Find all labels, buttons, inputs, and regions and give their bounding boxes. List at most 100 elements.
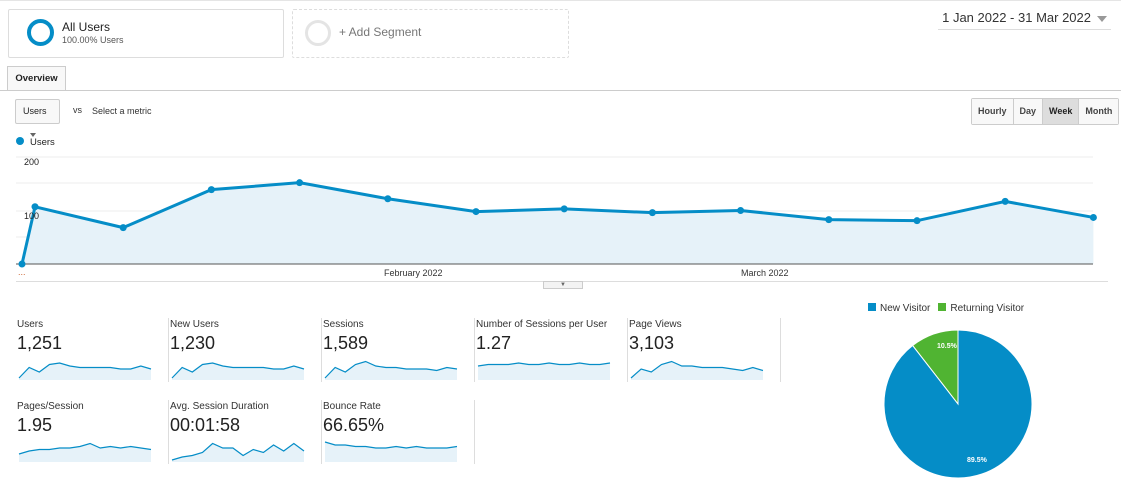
segment-all-users[interactable]: All Users 100.00% Users — [8, 9, 284, 58]
metric-value: 66.65% — [323, 415, 385, 435]
sparkline — [18, 442, 152, 462]
data-point — [1001, 197, 1009, 205]
legend-dot-icon — [16, 137, 24, 145]
sparkline-line — [18, 362, 152, 379]
pie-label-returning: 10.5% — [937, 343, 958, 350]
data-point — [737, 207, 745, 214]
metric-label: Avg. Session Duration — [170, 401, 269, 412]
sparkline-area — [631, 361, 763, 380]
chart-legend: Users — [16, 137, 55, 148]
legend-swatch-icon — [868, 303, 876, 311]
metric-page-views[interactable]: Page Views 3,103 — [628, 318, 781, 382]
y-tick-100: 100 — [24, 211, 40, 221]
metric-label: New Users — [170, 319, 219, 330]
visitor-pie-chart: 10.5% 89.5% — [883, 329, 1033, 479]
sparkline-area — [172, 443, 304, 462]
legend-label: Users — [30, 137, 55, 148]
month-button[interactable]: Month — [1079, 99, 1119, 124]
sparkline-area — [19, 363, 151, 380]
segment-sub: 100.00% Users — [62, 35, 124, 45]
metric-select-value: Users — [23, 106, 47, 116]
tab-overview[interactable]: Overview — [7, 66, 66, 91]
sparkline-line — [630, 360, 764, 379]
metric-value: 1,251 — [17, 333, 63, 353]
metric-label: Pages/Session — [17, 401, 84, 412]
legend-label: Returning Visitor — [950, 303, 1025, 314]
date-range-text: 1 Jan 2022 - 31 Mar 2022 — [942, 10, 1091, 25]
data-point — [18, 260, 26, 268]
metric-value: 00:01:58 — [170, 415, 241, 435]
sparkline-line — [18, 442, 152, 455]
week-button[interactable]: Week — [1043, 99, 1080, 124]
users-chart — [16, 156, 1097, 268]
empty-segment-ring-icon — [305, 20, 331, 46]
data-point — [560, 205, 568, 213]
sparkline-line — [324, 441, 458, 449]
legend-swatch-icon — [938, 303, 947, 311]
data-point — [1089, 213, 1097, 221]
metric-users[interactable]: Users 1,251 — [16, 318, 169, 382]
date-range-picker[interactable]: 1 Jan 2022 - 31 Mar 2022 — [938, 10, 1111, 30]
data-point — [384, 195, 392, 203]
metric-pages-session[interactable]: Pages/Session 1.95 — [16, 400, 169, 464]
sparkline — [477, 362, 611, 380]
vs-label: vs — [73, 105, 82, 115]
collapse-chart-button[interactable]: ▼ — [543, 281, 583, 289]
data-point — [825, 216, 833, 224]
metric-label: Sessions — [323, 319, 364, 330]
sparkline — [18, 362, 152, 380]
data-point — [648, 209, 656, 217]
metric-value: 1,230 — [170, 333, 216, 353]
x-tick-march: March 2022 — [741, 268, 789, 278]
pie-label-new: 89.5% — [967, 457, 988, 464]
x-tick-february: February 2022 — [384, 268, 443, 278]
data-point — [472, 208, 480, 216]
sparkline-line — [477, 362, 611, 367]
legend-label: New Visitor — [880, 303, 931, 314]
sparkline-area — [172, 363, 304, 380]
metric-value: 3,103 — [629, 333, 675, 353]
metric-select[interactable]: Users — [15, 99, 60, 137]
sparkline — [171, 362, 305, 380]
data-point — [207, 186, 215, 194]
granularity-buttons: Hourly Day Week Month — [971, 98, 1120, 125]
metric-value: 1.27 — [476, 333, 512, 353]
metric-number-of-sessions-per-user[interactable]: Number of Sessions per User 1.27 — [475, 318, 628, 382]
metric-label: Number of Sessions per User — [476, 319, 608, 330]
legend-returning-visitor: Returning Visitor — [938, 303, 1024, 314]
segment-name: All Users — [62, 20, 111, 34]
sparkline-line — [171, 442, 305, 461]
sparkline — [171, 442, 305, 462]
metric-new-users[interactable]: New Users 1,230 — [169, 318, 322, 382]
metric-label: Page Views — [629, 319, 682, 330]
metric-value: 1.95 — [17, 415, 53, 435]
select-metric-link[interactable]: Select a metric — [92, 106, 152, 116]
tab-divider — [0, 90, 1121, 91]
day-button[interactable]: Day — [1013, 99, 1044, 124]
add-segment-button[interactable]: + Add Segment — [292, 9, 569, 58]
sparkline — [324, 360, 458, 380]
sparkline-line — [171, 362, 305, 379]
top-divider — [0, 0, 1121, 1]
data-point — [31, 203, 39, 211]
sparkline-line — [324, 360, 458, 379]
hourly-button[interactable]: Hourly — [972, 99, 1014, 124]
pie-slice-new-visitor — [883, 329, 1033, 479]
legend-new-visitor: New Visitor — [868, 303, 930, 314]
sparkline-area — [325, 361, 457, 380]
users-line — [20, 181, 1094, 265]
segment-ring-icon — [27, 19, 54, 46]
metric-sessions[interactable]: Sessions 1,589 — [322, 318, 475, 382]
chevron-down-icon — [30, 132, 36, 137]
add-segment-label: + Add Segment — [339, 25, 422, 39]
metric-value: 1,589 — [323, 333, 369, 353]
metric-label: Users — [17, 319, 44, 330]
data-point — [913, 217, 921, 225]
metric-bounce-rate[interactable]: Bounce Rate 66.65% — [322, 400, 475, 464]
chart-area — [22, 182, 1094, 264]
metric-avg-session-duration[interactable]: Avg. Session Duration 00:01:58 — [169, 400, 322, 464]
data-point — [296, 179, 304, 187]
chevron-down-icon — [1097, 15, 1107, 22]
y-tick-200: 200 — [24, 157, 40, 167]
sparkline — [630, 360, 764, 380]
